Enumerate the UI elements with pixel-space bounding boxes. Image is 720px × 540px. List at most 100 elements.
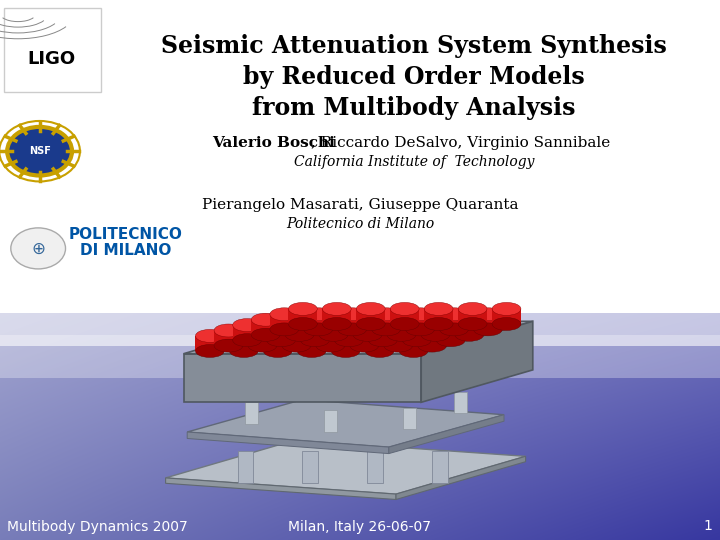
Ellipse shape bbox=[319, 313, 348, 326]
Ellipse shape bbox=[365, 345, 394, 357]
Polygon shape bbox=[474, 314, 503, 329]
Bar bbox=[403, 408, 416, 429]
Ellipse shape bbox=[323, 318, 351, 330]
Polygon shape bbox=[367, 451, 383, 483]
Polygon shape bbox=[238, 451, 253, 483]
Polygon shape bbox=[184, 321, 533, 354]
Ellipse shape bbox=[353, 313, 382, 326]
Text: by Reduced Order Models: by Reduced Order Models bbox=[243, 65, 585, 89]
Ellipse shape bbox=[390, 302, 419, 315]
Ellipse shape bbox=[282, 339, 311, 352]
Ellipse shape bbox=[384, 339, 413, 352]
Ellipse shape bbox=[387, 313, 416, 326]
Polygon shape bbox=[331, 336, 360, 351]
Polygon shape bbox=[353, 320, 382, 335]
Ellipse shape bbox=[282, 324, 311, 337]
Ellipse shape bbox=[365, 329, 394, 342]
Polygon shape bbox=[266, 325, 295, 340]
Bar bbox=[245, 402, 258, 424]
Polygon shape bbox=[458, 309, 487, 324]
Polygon shape bbox=[289, 309, 318, 324]
Ellipse shape bbox=[356, 318, 385, 330]
Ellipse shape bbox=[214, 339, 243, 352]
Text: Pierangelo Masarati, Giuseppe Quaranta: Pierangelo Masarati, Giuseppe Quaranta bbox=[202, 198, 518, 212]
Bar bbox=[324, 410, 337, 432]
Polygon shape bbox=[436, 325, 465, 340]
Ellipse shape bbox=[474, 308, 503, 321]
Bar bbox=[0, 335, 720, 378]
Text: Milan, Italy 26-06-07: Milan, Italy 26-06-07 bbox=[289, 519, 431, 534]
Polygon shape bbox=[389, 415, 504, 454]
Polygon shape bbox=[387, 320, 416, 335]
Polygon shape bbox=[356, 309, 385, 324]
Polygon shape bbox=[384, 330, 413, 346]
Polygon shape bbox=[390, 309, 419, 324]
Polygon shape bbox=[365, 336, 394, 351]
Ellipse shape bbox=[402, 319, 431, 332]
Ellipse shape bbox=[421, 328, 450, 341]
Ellipse shape bbox=[440, 323, 469, 336]
Polygon shape bbox=[399, 336, 428, 351]
Text: , Riccardo DeSalvo, Virginio Sannibale: , Riccardo DeSalvo, Virginio Sannibale bbox=[311, 136, 611, 150]
Ellipse shape bbox=[390, 318, 419, 330]
Ellipse shape bbox=[424, 318, 453, 330]
Polygon shape bbox=[372, 314, 400, 329]
Ellipse shape bbox=[455, 313, 484, 326]
Polygon shape bbox=[264, 336, 292, 351]
Ellipse shape bbox=[285, 328, 314, 341]
Polygon shape bbox=[300, 325, 329, 340]
Ellipse shape bbox=[440, 308, 469, 321]
Ellipse shape bbox=[297, 345, 326, 357]
Ellipse shape bbox=[214, 324, 243, 337]
Ellipse shape bbox=[492, 318, 521, 330]
Text: Valerio Boschi: Valerio Boschi bbox=[212, 136, 336, 150]
Polygon shape bbox=[304, 314, 333, 329]
Ellipse shape bbox=[350, 339, 379, 352]
Ellipse shape bbox=[350, 324, 379, 337]
Polygon shape bbox=[233, 325, 261, 340]
Polygon shape bbox=[440, 314, 469, 329]
Ellipse shape bbox=[266, 319, 295, 332]
Ellipse shape bbox=[300, 334, 329, 347]
Text: POLITECNICO: POLITECNICO bbox=[69, 227, 183, 242]
Polygon shape bbox=[251, 320, 280, 335]
Ellipse shape bbox=[369, 334, 397, 347]
Text: ⊕: ⊕ bbox=[31, 239, 45, 258]
Polygon shape bbox=[282, 330, 311, 346]
Ellipse shape bbox=[251, 328, 280, 341]
Ellipse shape bbox=[402, 334, 431, 347]
Polygon shape bbox=[187, 400, 504, 447]
Ellipse shape bbox=[289, 318, 318, 330]
Polygon shape bbox=[350, 330, 379, 346]
Text: California Institute of  Technology: California Institute of Technology bbox=[294, 155, 534, 169]
Ellipse shape bbox=[399, 329, 428, 342]
Ellipse shape bbox=[270, 308, 299, 321]
Polygon shape bbox=[184, 354, 421, 402]
Polygon shape bbox=[285, 320, 314, 335]
Polygon shape bbox=[230, 336, 258, 351]
Ellipse shape bbox=[230, 345, 258, 357]
Polygon shape bbox=[319, 320, 348, 335]
Ellipse shape bbox=[421, 313, 450, 326]
Ellipse shape bbox=[331, 329, 360, 342]
Ellipse shape bbox=[492, 302, 521, 315]
Ellipse shape bbox=[458, 318, 487, 330]
Ellipse shape bbox=[233, 334, 261, 347]
Polygon shape bbox=[402, 325, 431, 340]
Polygon shape bbox=[270, 314, 299, 329]
Text: Politecnico di Milano: Politecnico di Milano bbox=[286, 217, 434, 231]
Polygon shape bbox=[424, 309, 453, 324]
Polygon shape bbox=[421, 320, 450, 335]
Ellipse shape bbox=[264, 345, 292, 357]
Ellipse shape bbox=[285, 313, 314, 326]
Polygon shape bbox=[248, 330, 276, 346]
Ellipse shape bbox=[264, 329, 292, 342]
Bar bbox=[454, 392, 467, 413]
Ellipse shape bbox=[372, 308, 400, 321]
Ellipse shape bbox=[372, 323, 400, 336]
Ellipse shape bbox=[319, 328, 348, 341]
Ellipse shape bbox=[424, 302, 453, 315]
Ellipse shape bbox=[338, 308, 366, 321]
Text: Multibody Dynamics 2007: Multibody Dynamics 2007 bbox=[7, 519, 188, 534]
Text: from Multibody Analysis: from Multibody Analysis bbox=[252, 96, 576, 120]
